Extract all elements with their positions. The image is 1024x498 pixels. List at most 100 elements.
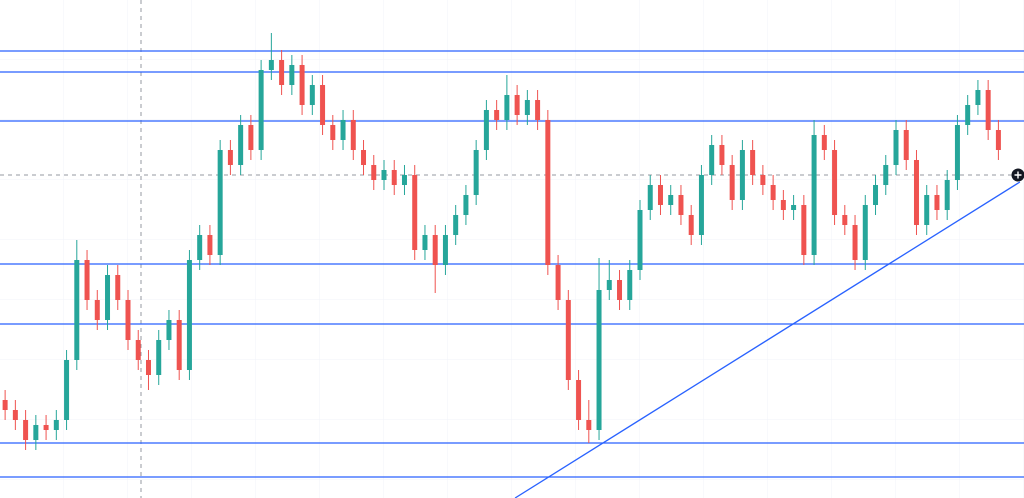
candle-body [698, 175, 704, 235]
candle-body [207, 235, 213, 255]
candle-body [842, 215, 848, 225]
candle-body [924, 195, 930, 225]
candle-body [94, 300, 100, 320]
candle-body [617, 280, 623, 300]
candle-body [688, 215, 694, 235]
candle-body [545, 120, 551, 265]
candle-body [678, 195, 684, 215]
candle-body [514, 95, 520, 115]
candle-body [555, 265, 561, 300]
candle-body [524, 100, 530, 115]
candle-body [156, 340, 162, 375]
candle-body [719, 145, 725, 165]
candle-body [381, 170, 387, 180]
candle-body [176, 320, 182, 370]
candle-body [238, 125, 244, 165]
candle-body [186, 260, 192, 370]
candle-body [832, 150, 838, 215]
candle-body [197, 235, 203, 260]
candle-body [657, 185, 663, 205]
candle-body [473, 150, 479, 195]
candle-body [483, 110, 489, 150]
candle-body [115, 275, 121, 300]
candle-body [985, 90, 991, 130]
candle-body [442, 235, 448, 265]
candle-body [248, 125, 254, 150]
candle-body [965, 105, 971, 125]
candle-body [74, 260, 80, 360]
candle-body [729, 165, 735, 200]
candle-body [504, 95, 510, 120]
candle-body [750, 150, 756, 175]
candle-body [279, 60, 285, 85]
candle-body [361, 150, 367, 165]
candle-body [23, 420, 29, 440]
candle-body [709, 145, 715, 175]
candle-body [576, 380, 582, 420]
candle-body [53, 420, 59, 430]
candle-body [883, 165, 889, 185]
candle-body [913, 160, 919, 225]
candle-body [873, 185, 879, 205]
candle-body [166, 320, 172, 340]
candle-body [770, 185, 776, 200]
candle-body [852, 225, 858, 260]
candle-body [463, 195, 469, 215]
candle-body [647, 185, 653, 210]
candle-body [217, 150, 223, 255]
candle-body [227, 150, 233, 165]
candle-body [862, 205, 868, 260]
candle-body [668, 195, 674, 205]
candle-body [739, 150, 745, 200]
candle-body [268, 60, 274, 70]
candle-body [340, 120, 346, 140]
candle-body [586, 420, 592, 430]
candle-body [299, 65, 305, 105]
candle-body [401, 175, 407, 185]
candle-body [350, 120, 356, 150]
candle-body [105, 275, 111, 320]
candle-body [893, 130, 899, 165]
candle-body [330, 125, 336, 140]
candle-body [801, 205, 807, 255]
candle-body [289, 65, 295, 85]
candle-body [412, 175, 418, 250]
plot [0, 33, 1024, 498]
candle-body [494, 110, 500, 120]
candle-body [934, 195, 940, 210]
candle-body [145, 360, 151, 375]
candle-body [422, 235, 428, 250]
candle-body [975, 90, 981, 105]
candle-body [535, 100, 541, 120]
candle-body [811, 135, 817, 255]
candle-body [995, 130, 1001, 150]
candle-body [903, 130, 909, 160]
candle-body [637, 210, 643, 270]
candle-body [944, 180, 950, 210]
candle-body [432, 235, 438, 265]
candle-body [258, 70, 264, 150]
candle-body [64, 360, 70, 420]
candle-body [821, 135, 827, 150]
candle-body [453, 215, 459, 235]
candle-body [565, 300, 571, 380]
candle-body [43, 425, 49, 430]
candle-body [627, 270, 633, 300]
candle-body [135, 340, 141, 360]
add-button[interactable] [1011, 168, 1024, 182]
candle-body [33, 425, 39, 440]
candle-body [12, 410, 18, 420]
trend-line [514, 181, 1021, 498]
candle-body [84, 260, 90, 300]
candle-body [125, 300, 131, 340]
candle-body [309, 85, 315, 105]
candle-body [606, 280, 612, 290]
candle-body [320, 85, 326, 125]
candle-body [954, 125, 960, 180]
candle-body [780, 200, 786, 210]
candle-body [391, 170, 397, 185]
candle-body [2, 400, 8, 410]
